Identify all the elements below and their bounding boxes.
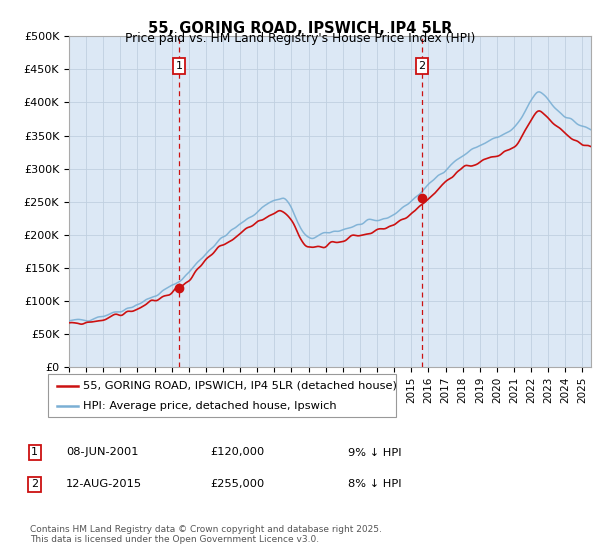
Text: 12-AUG-2015: 12-AUG-2015	[66, 479, 142, 489]
Text: 55, GORING ROAD, IPSWICH, IP4 5LR (detached house): 55, GORING ROAD, IPSWICH, IP4 5LR (detac…	[83, 381, 397, 391]
Text: 2: 2	[418, 61, 425, 71]
Text: £120,000: £120,000	[210, 447, 264, 458]
Text: 08-JUN-2001: 08-JUN-2001	[66, 447, 139, 458]
Text: 2: 2	[31, 479, 38, 489]
Text: 55, GORING ROAD, IPSWICH, IP4 5LR: 55, GORING ROAD, IPSWICH, IP4 5LR	[148, 21, 452, 36]
Text: Price paid vs. HM Land Registry's House Price Index (HPI): Price paid vs. HM Land Registry's House …	[125, 32, 475, 45]
Text: HPI: Average price, detached house, Ipswich: HPI: Average price, detached house, Ipsw…	[83, 402, 337, 412]
Text: 9% ↓ HPI: 9% ↓ HPI	[348, 447, 401, 458]
Text: £255,000: £255,000	[210, 479, 264, 489]
Text: 1: 1	[31, 447, 38, 458]
Text: Contains HM Land Registry data © Crown copyright and database right 2025.
This d: Contains HM Land Registry data © Crown c…	[30, 525, 382, 544]
Text: 1: 1	[176, 61, 183, 71]
Text: 8% ↓ HPI: 8% ↓ HPI	[348, 479, 401, 489]
